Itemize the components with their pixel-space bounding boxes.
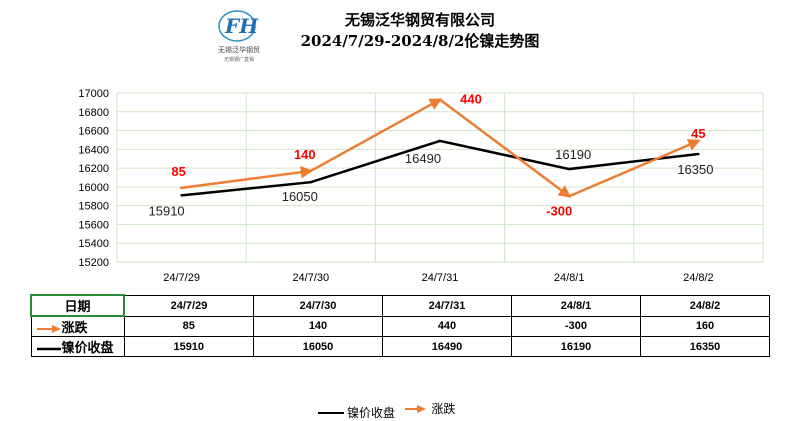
orange-arrow-icon xyxy=(405,404,427,413)
date-cell: 24/7/30 xyxy=(253,294,383,317)
y-tick-label: 15600 xyxy=(78,219,109,231)
table-cell: 16050 xyxy=(253,336,383,357)
data-label-close: 16350 xyxy=(677,162,713,177)
data-label-change: 85 xyxy=(171,164,185,179)
table-cell: 16490 xyxy=(382,336,512,357)
data-point-close xyxy=(180,194,183,197)
date-header-label: 日期 xyxy=(64,299,91,314)
data-label-close: 16490 xyxy=(405,151,441,166)
y-tick-label: 15200 xyxy=(78,257,109,269)
data-point-close xyxy=(697,152,700,156)
legend-item-close: 镍价收盘 xyxy=(318,404,395,421)
y-tick-label: 16600 xyxy=(78,126,109,138)
series-segment-change xyxy=(181,166,314,190)
date-cell: 24/7/29 xyxy=(123,294,254,317)
data-point-change xyxy=(180,186,184,190)
logo-mark: FH xyxy=(224,14,259,38)
logo-line2: 无锡钢厂直销 xyxy=(224,56,254,63)
table-row-change: 涨跌 85 140 440 -300 160 xyxy=(30,315,770,337)
table-cell: 15910 xyxy=(123,336,254,357)
row-label-text: 涨跌 xyxy=(61,320,88,335)
x-tick-label: 24/8/2 xyxy=(683,272,714,284)
chart-title-line1: 无锡泛华钢贸有限公司 xyxy=(344,11,495,29)
series-segment-change xyxy=(439,98,572,198)
black-line-icon xyxy=(36,347,61,350)
row-label-change: 涨跌 xyxy=(30,315,125,337)
data-point-close xyxy=(438,139,442,143)
company-logo: FH 无锡泛华钢贸 无锡钢厂直销 xyxy=(218,10,260,63)
data-label-change: 440 xyxy=(460,92,482,107)
chart-title-line2: 2024/7/29-2024/8/2伦镍走势图 xyxy=(300,32,540,50)
data-label-close: 15910 xyxy=(149,203,185,218)
data-label-change: 140 xyxy=(294,147,316,162)
table-row-close: 镍价收盘 15910 16050 16490 16190 16350 xyxy=(30,336,770,357)
table-cell: -300 xyxy=(511,315,641,337)
series-segment-change xyxy=(568,139,701,198)
x-tick-label: 24/7/29 xyxy=(163,272,200,284)
data-label-change: -300 xyxy=(546,203,572,218)
series-segment-change xyxy=(310,98,443,173)
data-point-close xyxy=(568,167,571,171)
date-cell: 24/7/31 xyxy=(382,294,512,317)
legend-item-change: 涨跌 xyxy=(404,400,455,417)
table-cell: 16350 xyxy=(640,336,770,357)
legend-swatch xyxy=(318,411,344,414)
table-header-cell: 日期 xyxy=(30,294,125,317)
date-cell: 24/8/2 xyxy=(640,294,770,317)
data-label-close: 16050 xyxy=(282,189,318,204)
legend-label: 镍价收盘 xyxy=(347,406,396,420)
row-label-text: 镍价收盘 xyxy=(61,340,114,355)
table-header-row: 日期 24/7/29 24/7/30 24/7/31 24/8/1 24/8/2 xyxy=(30,294,770,317)
legend-label: 涨跌 xyxy=(431,402,456,416)
y-tick-label: 16200 xyxy=(78,163,109,175)
y-tick-label: 16400 xyxy=(78,144,109,156)
line-chart: 15200 15400 15600 15800 16000 16200 16400 16600… xyxy=(78,88,764,284)
x-tick-label: 24/7/31 xyxy=(422,272,459,284)
chart-title: 无锡泛华钢贸有限公司 2024/7/29-2024/8/2伦镍走势图 xyxy=(270,10,570,52)
table-cell: 85 xyxy=(123,315,254,337)
row-label-close: 镍价收盘 xyxy=(30,336,125,357)
data-table: 日期 24/7/29 24/7/30 24/7/31 24/8/1 24/8/2… xyxy=(30,294,770,357)
data-label-close: 16190 xyxy=(555,147,591,162)
table-cell: 140 xyxy=(253,315,383,337)
chart-legend: 镍价收盘 涨跌 xyxy=(318,400,461,421)
x-tick-label: 24/8/1 xyxy=(554,272,585,284)
y-tick-label: 16000 xyxy=(78,182,109,194)
y-tick-label: 15400 xyxy=(78,238,109,250)
y-tick-label: 15800 xyxy=(78,201,109,213)
date-cell: 24/8/1 xyxy=(511,294,641,317)
y-tick-label: 16800 xyxy=(78,107,109,119)
y-tick-label: 17000 xyxy=(78,88,109,100)
x-tick-label: 24/7/30 xyxy=(292,272,329,284)
logo-line1: 无锡泛华钢贸 xyxy=(218,45,260,54)
table-cell: 160 xyxy=(640,315,770,337)
table-cell: 440 xyxy=(382,315,512,337)
orange-arrow-icon xyxy=(36,324,61,333)
data-point-close xyxy=(309,180,312,184)
table-cell: 16190 xyxy=(511,336,641,357)
data-label-change: 45 xyxy=(691,126,705,141)
